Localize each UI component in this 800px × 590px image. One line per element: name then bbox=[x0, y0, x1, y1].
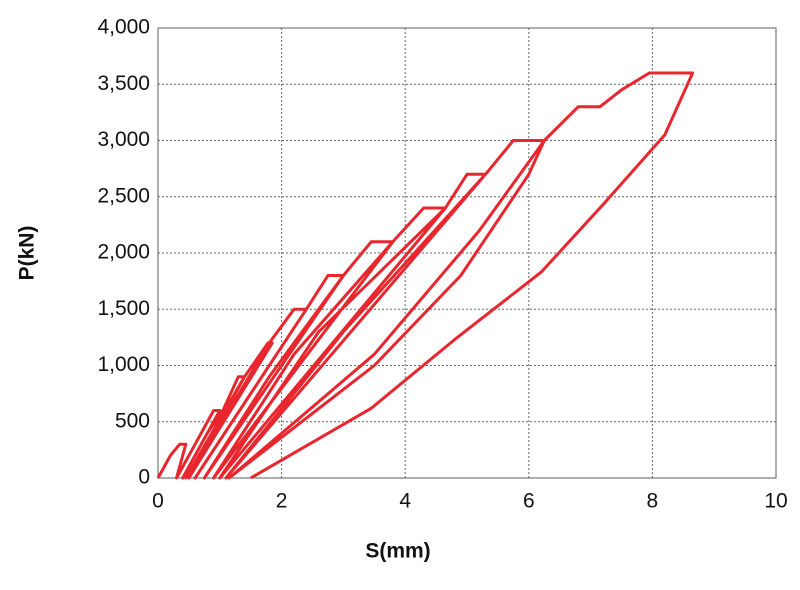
y-tick-label: 1,500 bbox=[97, 297, 150, 320]
y-tick-label: 3,000 bbox=[97, 128, 150, 151]
x-tick-label: 0 bbox=[152, 490, 164, 513]
y-tick-label: 0 bbox=[138, 466, 150, 489]
x-tick-label: 10 bbox=[764, 490, 787, 513]
x-tick-label: 2 bbox=[276, 490, 288, 513]
y-tick-label: 500 bbox=[115, 409, 150, 432]
y-tick-label: 2,500 bbox=[97, 184, 150, 207]
y-tick-label: 3,500 bbox=[97, 72, 150, 95]
x-tick-label: 8 bbox=[647, 490, 659, 513]
y-tick-label: 1,000 bbox=[97, 353, 150, 376]
x-tick-label: 4 bbox=[399, 490, 411, 513]
data-line bbox=[156, 71, 695, 480]
x-tick-label: 6 bbox=[523, 490, 535, 513]
y-tick-label: 4,000 bbox=[97, 16, 150, 39]
x-axis-label: S(mm) bbox=[365, 540, 430, 563]
y-axis-label: P(kN) bbox=[16, 226, 39, 281]
y-tick-label: 2,000 bbox=[97, 241, 150, 264]
